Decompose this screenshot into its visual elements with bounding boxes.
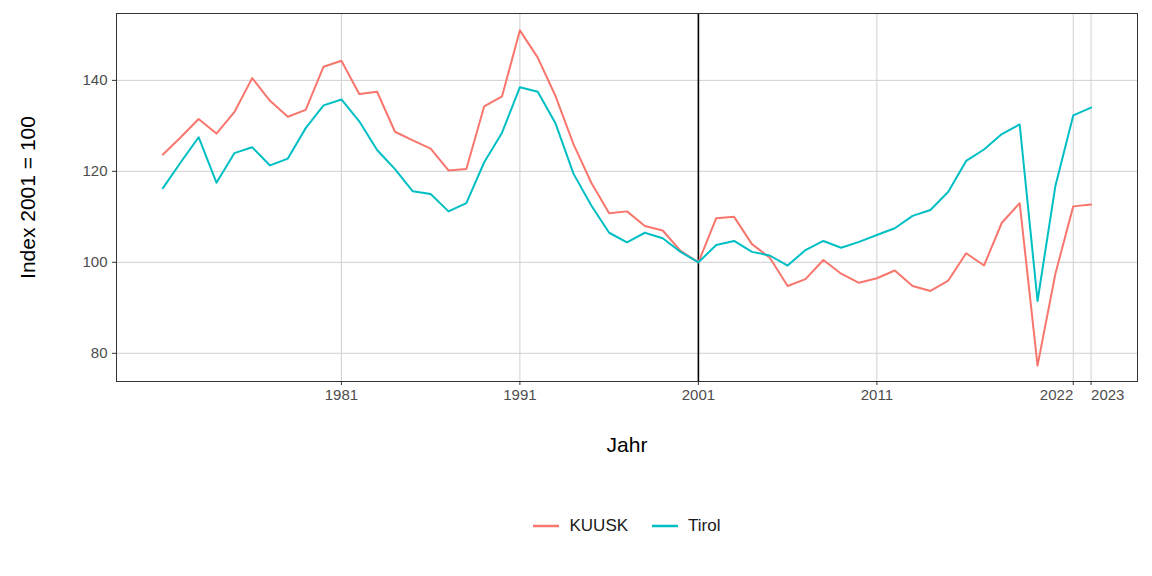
svg-text:Index 2001 = 100: Index 2001 = 100 (16, 116, 39, 279)
svg-text:2011: 2011 (861, 386, 893, 403)
svg-text:Jahr: Jahr (607, 433, 648, 456)
svg-text:1991: 1991 (503, 386, 536, 403)
html-text:Tirol: Tirol (688, 516, 721, 535)
svg-text:2022: 2022 (1040, 386, 1073, 403)
svg-text:100: 100 (82, 253, 107, 270)
svg-text:1981: 1981 (325, 386, 358, 403)
svg-text:120: 120 (82, 162, 107, 179)
svg-text:80: 80 (91, 344, 108, 361)
html-text:KUUSK: KUUSK (569, 516, 629, 535)
svg-text:140: 140 (82, 71, 107, 88)
svg-text:2023: 2023 (1091, 386, 1124, 403)
svg-text:2001: 2001 (682, 386, 715, 403)
